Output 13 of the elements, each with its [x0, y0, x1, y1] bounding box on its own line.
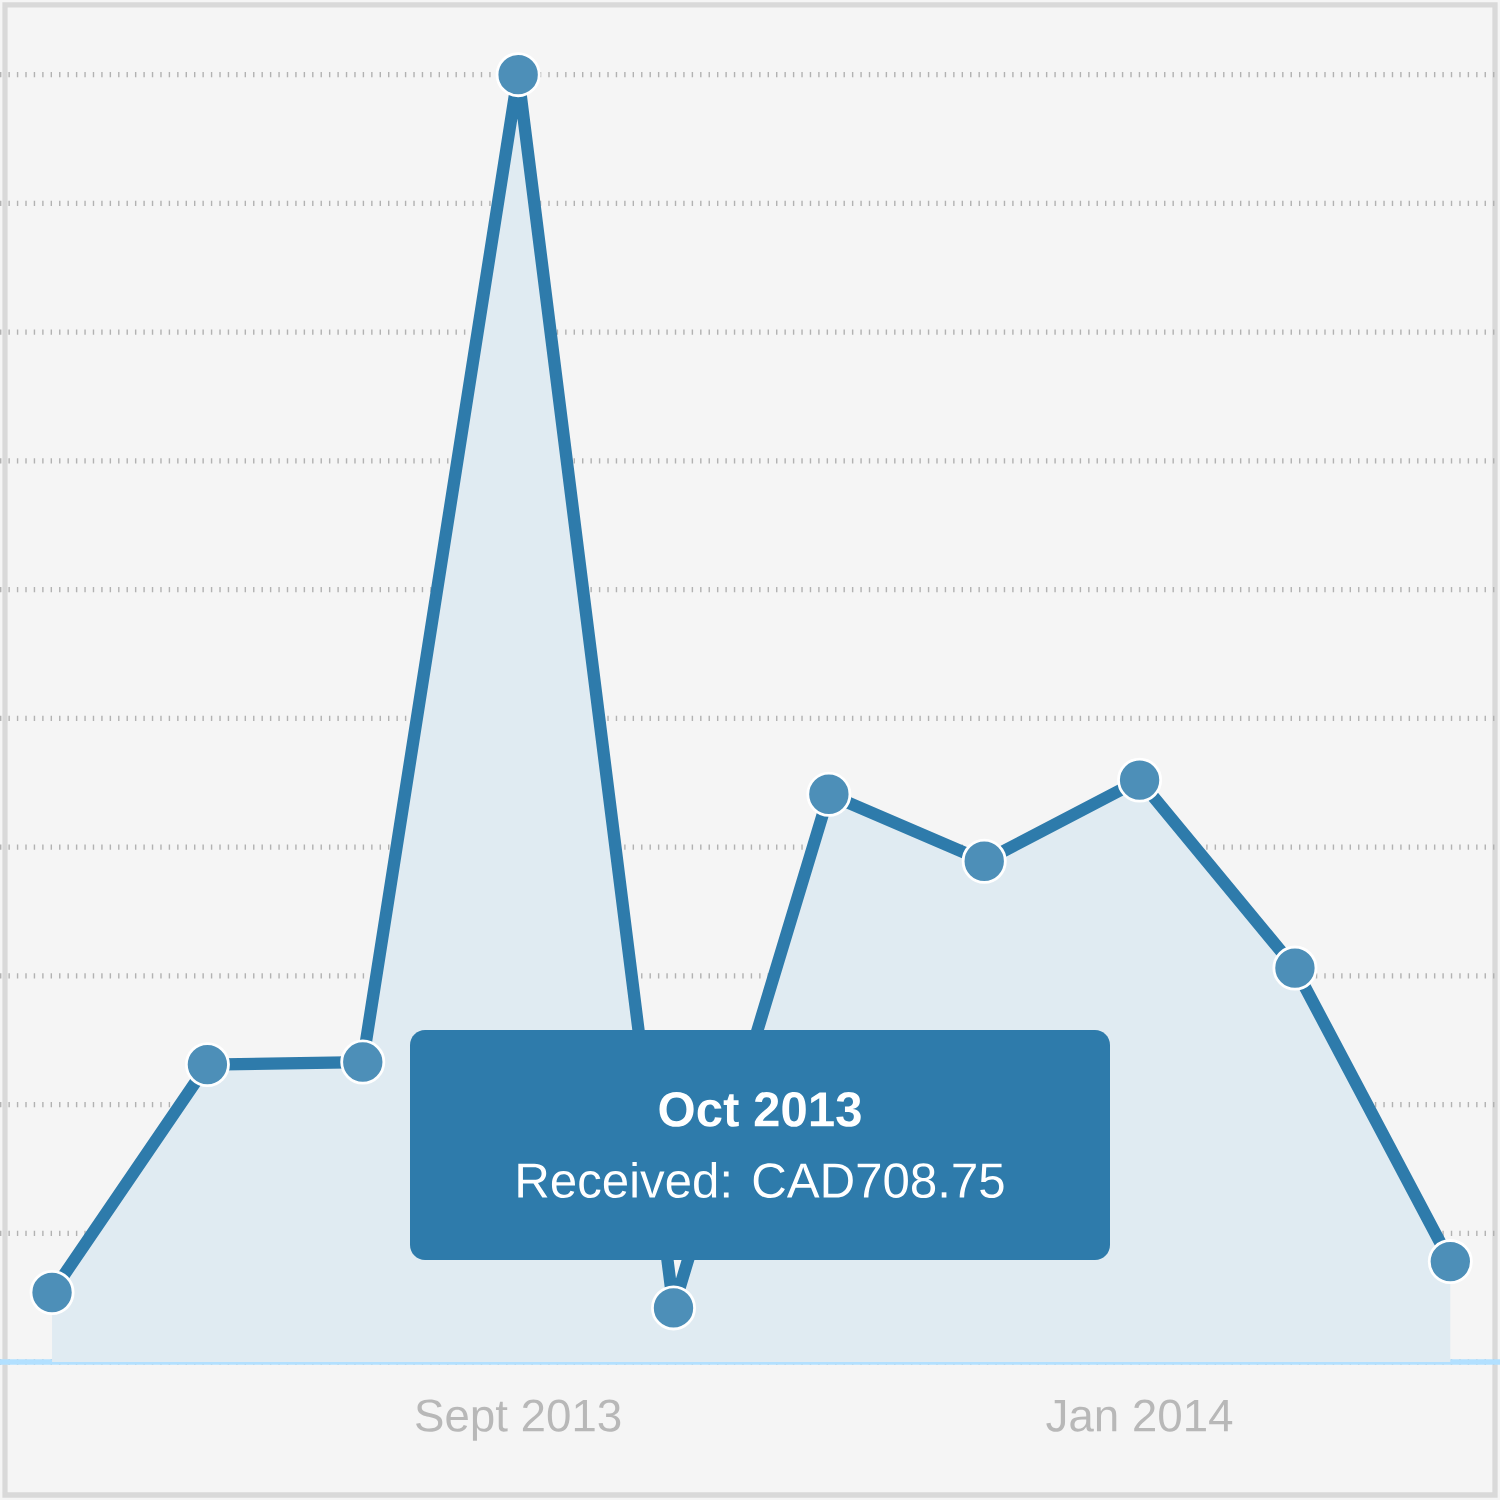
annotation: Received: CAD708.75	[518, 1161, 1004, 1199]
x-tick-label: Jan 2014	[1046, 1399, 1233, 1432]
point	[1272, 945, 1318, 991]
x-tick-label: Sept 2013	[416, 1399, 621, 1441]
point	[340, 1039, 386, 1085]
point	[29, 1269, 75, 1315]
point	[1117, 757, 1163, 803]
point	[806, 771, 852, 817]
point	[651, 1285, 696, 1331]
point	[961, 838, 1007, 884]
point	[184, 1042, 230, 1088]
annotation: Oct 2013	[659, 1091, 861, 1127]
point	[495, 52, 541, 98]
